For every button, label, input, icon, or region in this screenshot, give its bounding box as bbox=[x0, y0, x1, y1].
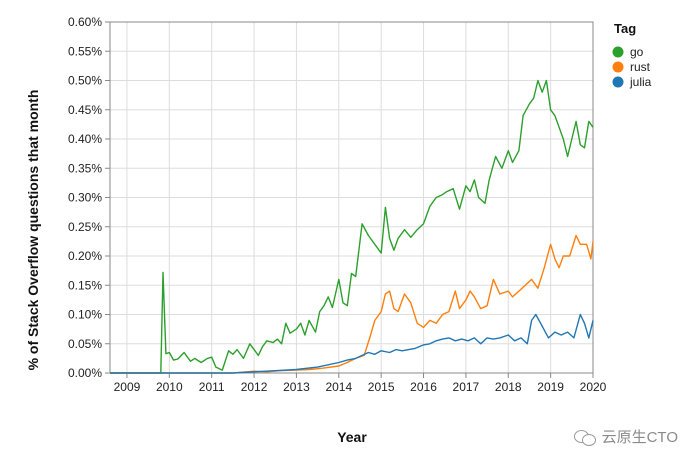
y-tick-label: 0.05% bbox=[68, 337, 102, 351]
chart-grid bbox=[110, 21, 594, 374]
x-axis-title: Year bbox=[337, 429, 367, 445]
series-line-julia bbox=[110, 313, 594, 374]
legend-swatch-rust bbox=[612, 61, 624, 73]
watermark: 云原生CTO bbox=[573, 426, 678, 447]
wechat-icon bbox=[573, 428, 596, 446]
y-tick-label: 0.10% bbox=[68, 308, 102, 322]
series-line-rust bbox=[110, 234, 594, 374]
x-tick-label: 2016 bbox=[410, 380, 437, 394]
x-tick-label: 2019 bbox=[537, 380, 564, 394]
x-tick-label: 2009 bbox=[114, 380, 141, 394]
y-tick-label: 0.30% bbox=[68, 191, 102, 205]
x-tick-label: 2013 bbox=[283, 380, 310, 394]
y-axis-title: % of Stack Overflow questions that month bbox=[25, 90, 41, 371]
x-tick-label: 2014 bbox=[325, 380, 352, 394]
x-tick-label: 2017 bbox=[453, 380, 480, 394]
x-tick-label: 2020 bbox=[580, 380, 607, 394]
legend-label-julia: julia bbox=[629, 75, 652, 89]
y-tick-label: 0.50% bbox=[68, 74, 102, 88]
y-tick-label: 0.40% bbox=[68, 132, 102, 146]
watermark-text: 云原生CTO bbox=[601, 429, 678, 446]
plot-frame bbox=[109, 21, 594, 374]
x-tick-label: 2012 bbox=[241, 380, 268, 394]
x-tick-label: 2010 bbox=[156, 380, 183, 394]
x-tick-label: 2015 bbox=[368, 380, 395, 394]
series-line-go bbox=[110, 79, 594, 374]
legend-label-rust: rust bbox=[630, 60, 651, 74]
chart-series bbox=[110, 79, 594, 374]
y-tick-label: 0.00% bbox=[68, 366, 102, 380]
chart-axes: 0.00% 0.05% 0.10% 0.15% 0.20% 0.25% 0.30% 0.35%… bbox=[68, 15, 607, 394]
y-tick-label: 0.20% bbox=[68, 249, 102, 263]
legend-title: Tag bbox=[614, 21, 636, 36]
x-tick-label: 2018 bbox=[495, 380, 522, 394]
legend-swatch-go bbox=[612, 46, 624, 58]
legend-swatch-julia bbox=[612, 76, 624, 88]
y-tick-label: 0.60% bbox=[68, 15, 102, 29]
y-tick-label: 0.15% bbox=[68, 278, 102, 292]
y-tick-label: 0.35% bbox=[68, 161, 102, 175]
y-tick-label: 0.45% bbox=[68, 103, 102, 117]
y-tick-label: 0.55% bbox=[68, 44, 102, 58]
legend-label-go: go bbox=[630, 45, 644, 59]
x-tick-label: 2011 bbox=[199, 380, 225, 394]
y-tick-label: 0.25% bbox=[68, 220, 102, 234]
